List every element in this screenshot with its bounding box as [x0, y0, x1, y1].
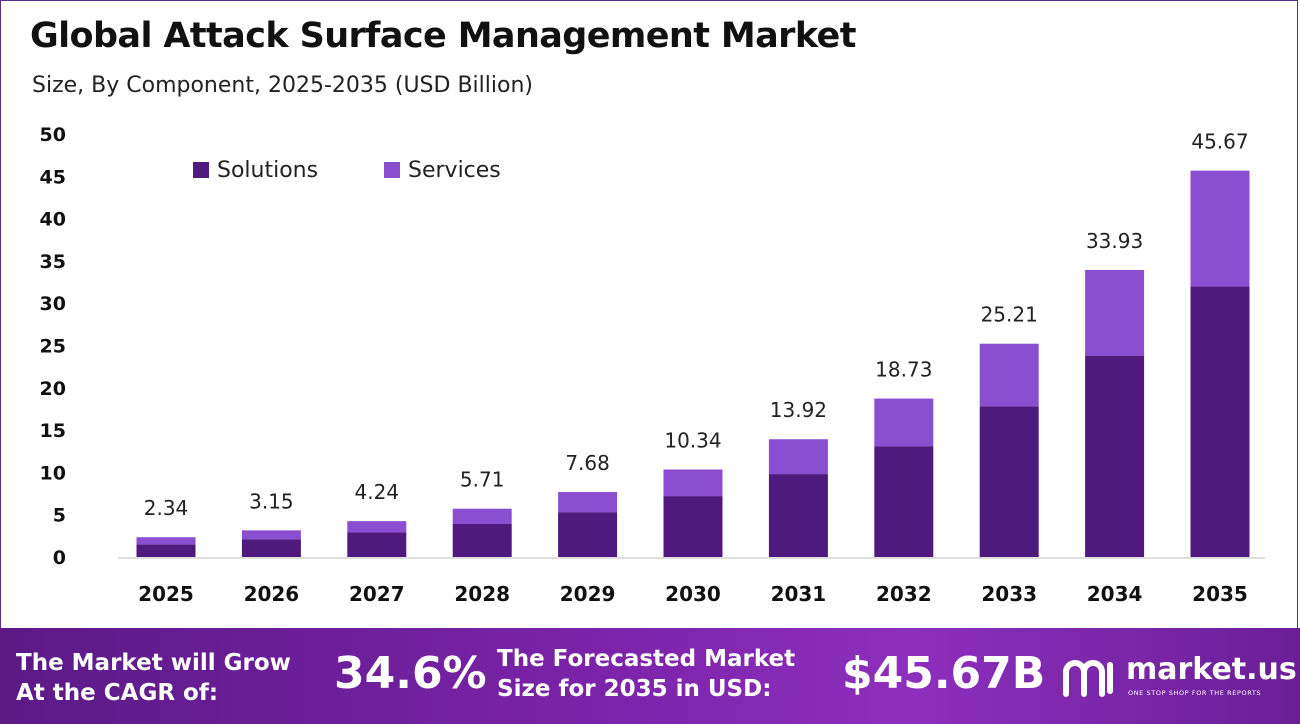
- y-tick-label: 5: [53, 505, 66, 527]
- x-tick-label-2034: 2034: [1087, 582, 1143, 606]
- bar-solutions-2032: [874, 446, 934, 557]
- legend-label-services: Services: [408, 158, 501, 183]
- market-us-logo: market.us ONE STOP SHOP FOR THE REPORTS: [1060, 652, 1297, 712]
- bar-services-2030: [663, 469, 723, 497]
- brand-tagline: ONE STOP SHOP FOR THE REPORTS: [1128, 689, 1262, 697]
- cagr-value: 34.6%: [334, 648, 487, 699]
- forecast-value: $45.67B: [842, 648, 1046, 699]
- x-tick-label-2035: 2035: [1192, 582, 1248, 606]
- brand-name: market.us: [1126, 652, 1297, 687]
- forecast-label: The Forecasted Market Size for 2035 in U…: [497, 646, 796, 702]
- stacked-bar-chart: 051015202530354045502.3420253.1520264.24…: [40, 124, 1265, 606]
- data-label-2032: 18.73: [875, 358, 932, 382]
- chart-subtitle: Size, By Component, 2025-2035 (USD Billi…: [32, 73, 533, 98]
- bar-services-2027: [347, 521, 407, 533]
- bar-solutions-2027: [347, 532, 407, 557]
- market-us-logo-icon: [1063, 660, 1113, 697]
- bar-solutions-2031: [768, 474, 828, 557]
- legend-swatch-solutions: [193, 162, 209, 178]
- bar-services-2033: [979, 343, 1039, 407]
- data-label-2028: 5.71: [460, 468, 505, 492]
- bar-solutions-2025: [136, 544, 196, 557]
- bar-services-2028: [452, 508, 512, 525]
- data-label-2027: 4.24: [355, 480, 400, 504]
- x-tick-label-2026: 2026: [244, 582, 300, 606]
- x-tick-label-2029: 2029: [560, 582, 616, 606]
- legend-label-solutions: Solutions: [217, 158, 318, 183]
- bar-solutions-2026: [241, 539, 301, 557]
- x-tick-label-2031: 2031: [771, 582, 827, 606]
- y-tick-label: 15: [40, 420, 66, 442]
- data-label-2035: 45.67: [1191, 130, 1248, 154]
- data-label-2033: 25.21: [981, 303, 1038, 327]
- data-label-2025: 2.34: [144, 496, 189, 520]
- x-tick-label-2032: 2032: [876, 582, 932, 606]
- data-label-2026: 3.15: [249, 489, 294, 513]
- x-tick-label-2028: 2028: [454, 582, 510, 606]
- data-label-2031: 13.92: [770, 398, 827, 422]
- bar-solutions-2028: [452, 524, 512, 557]
- x-tick-label-2030: 2030: [665, 582, 721, 606]
- chart-title: Global Attack Surface Management Market: [30, 16, 856, 56]
- x-tick-label-2027: 2027: [349, 582, 405, 606]
- x-tick-label-2033: 2033: [981, 582, 1037, 606]
- bar-services-2031: [768, 439, 828, 475]
- data-label-2029: 7.68: [565, 451, 610, 475]
- data-label-2034: 33.93: [1086, 229, 1143, 253]
- x-tick-label-2025: 2025: [138, 582, 194, 606]
- data-label-2030: 10.34: [664, 429, 721, 453]
- bar-services-2035: [1190, 170, 1250, 287]
- y-tick-label: 10: [40, 462, 66, 484]
- y-tick-label: 50: [40, 124, 66, 146]
- bar-solutions-2033: [979, 406, 1039, 557]
- y-tick-label: 25: [40, 336, 66, 358]
- y-tick-label: 20: [40, 378, 66, 400]
- cagr-label: The Market will Grow At the CAGR of:: [16, 650, 291, 706]
- bar-services-2026: [241, 530, 301, 540]
- y-tick-label: 40: [40, 209, 66, 231]
- bar-solutions-2030: [663, 496, 723, 557]
- y-tick-label: 35: [40, 251, 66, 273]
- footer-banner: The Market will Grow At the CAGR of: 34.…: [0, 628, 1300, 724]
- bar-services-2025: [136, 537, 196, 545]
- y-tick-label: 0: [53, 547, 66, 569]
- y-tick-label: 45: [40, 166, 66, 188]
- bar-solutions-2034: [1085, 355, 1145, 557]
- bar-services-2032: [874, 398, 934, 447]
- bar-solutions-2029: [558, 512, 618, 557]
- y-tick-label: 30: [40, 293, 66, 315]
- bar-services-2029: [558, 492, 618, 513]
- bar-solutions-2035: [1190, 286, 1250, 557]
- bar-services-2034: [1085, 269, 1145, 356]
- legend-swatch-services: [384, 162, 400, 178]
